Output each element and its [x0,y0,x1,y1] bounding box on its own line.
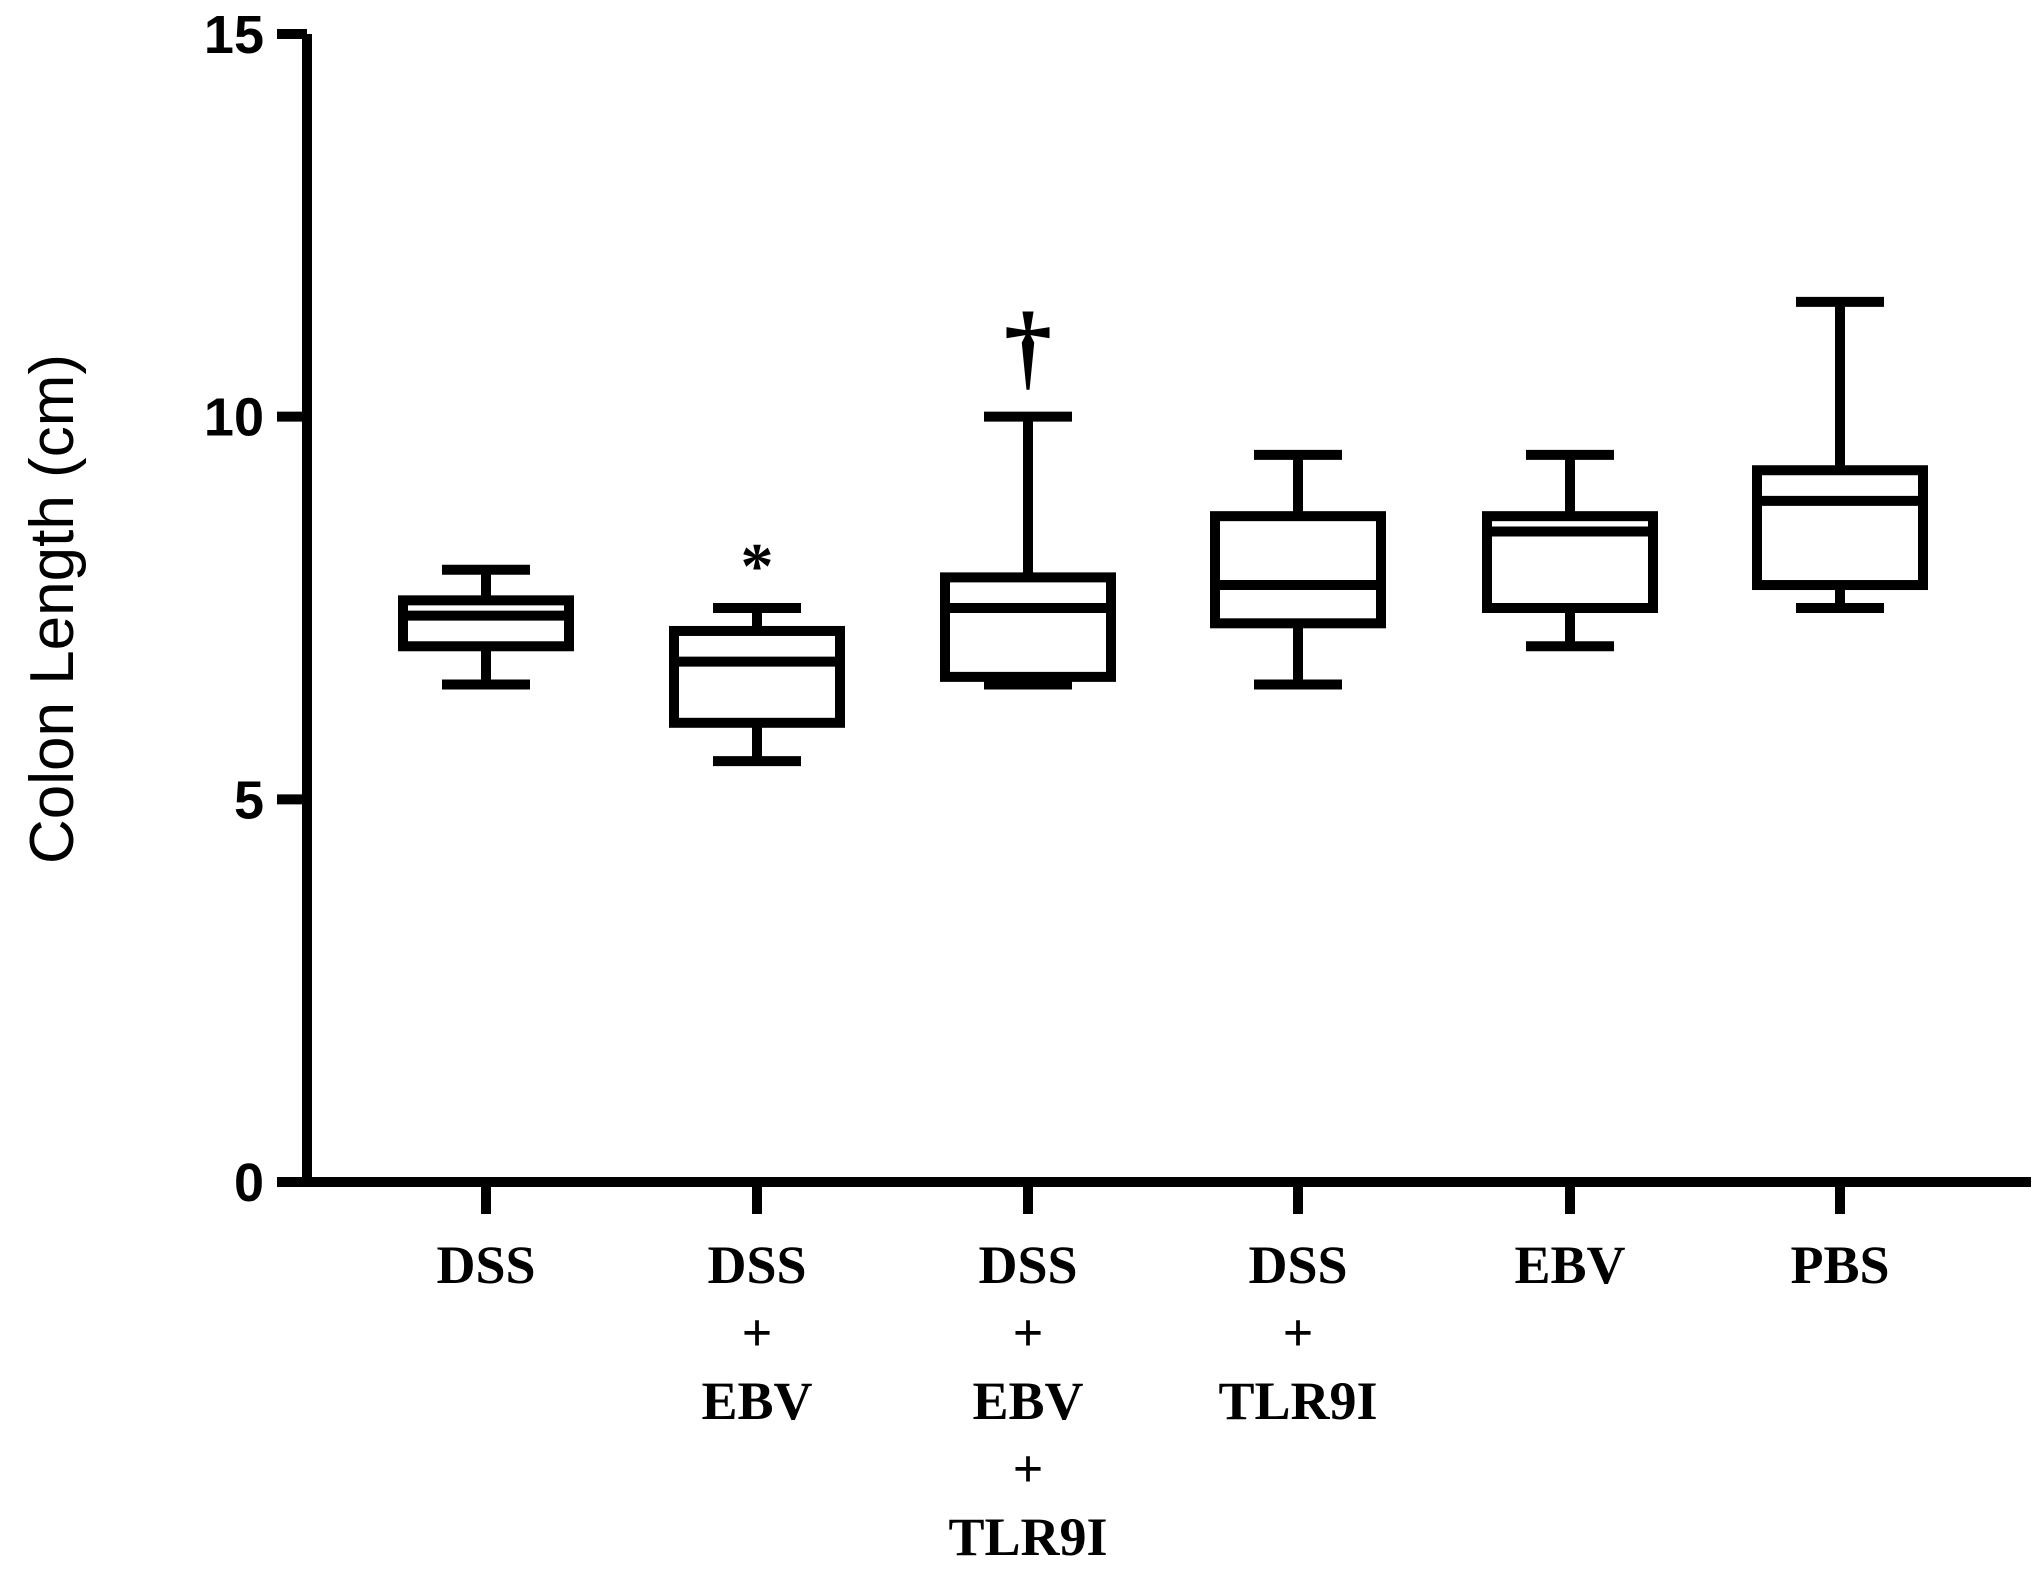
box-group: † [940,293,1116,690]
x-category-label-line: EBV [972,1371,1083,1431]
x-category-label-line: TLR9I [948,1507,1107,1567]
x-category-label-line: DSS [707,1235,806,1295]
box-group [1210,449,1386,690]
x-tick-labels: DSS DSS + EBV DSS + EBV + TLR9I DSS + TLR9I EBV PBS [436,1182,1890,1567]
y-tick-label: 5 [234,770,264,830]
y-axis-label: Colon Length (cm) [18,354,87,864]
box-iqr [1752,465,1928,591]
box-group [1752,296,1928,613]
x-category-label-line: TLR9I [1218,1371,1377,1431]
y-ticks: 0 5 10 15 [204,5,307,1213]
x-category-label-line: + [742,1303,773,1363]
x-category-label-line: + [1013,1439,1044,1499]
box-iqr [940,572,1116,682]
y-tick-label: 10 [204,388,264,448]
x-category-label-line: DSS [436,1235,535,1295]
box-group: * [669,530,845,767]
x-category-label-line: EBV [701,1371,812,1431]
box-iqr [398,595,574,652]
significance-dagger: † [1004,293,1052,400]
x-category-label-line: DSS [1248,1235,1347,1295]
box-series: *† [398,293,1928,767]
x-category-label-line: + [1013,1303,1044,1363]
box-group [1482,449,1658,652]
x-category-label-line: DSS [978,1235,1077,1295]
box-group [398,564,574,690]
x-category-label-line: + [1283,1303,1314,1363]
x-category-label-line: PBS [1790,1235,1889,1295]
x-category-label-line: EBV [1514,1235,1625,1295]
y-tick-label: 15 [204,5,264,65]
significance-asterisk: * [741,530,774,603]
box-iqr [1210,511,1386,629]
axes [302,34,2031,1187]
y-tick-label: 0 [234,1153,264,1213]
box-iqr [669,625,845,728]
